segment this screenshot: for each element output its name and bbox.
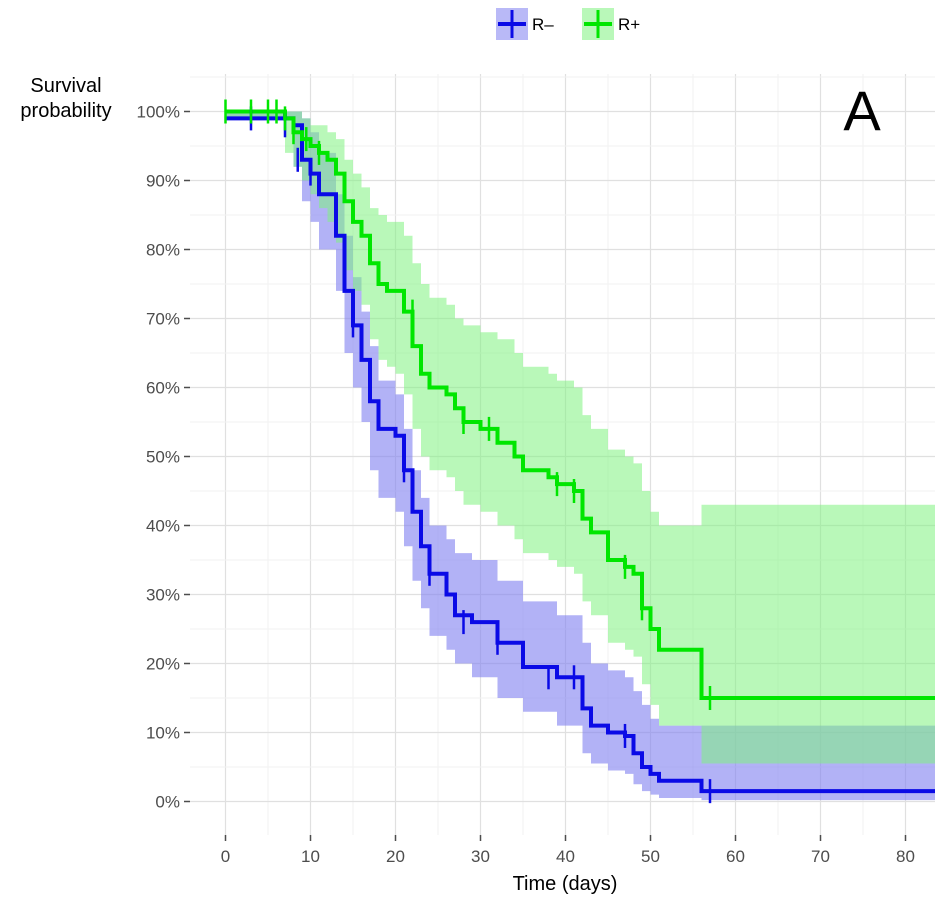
confidence-bands bbox=[225, 111, 935, 801]
x-tick-label: 50 bbox=[641, 847, 660, 866]
x-axis: 0 10 20 30 40 50 60 70 80 bbox=[221, 835, 915, 866]
y-tick-label: 0% bbox=[155, 793, 180, 812]
legend-label-r-plus: R+ bbox=[618, 15, 640, 34]
censor-marks bbox=[224, 99, 712, 804]
x-tick-label: 70 bbox=[811, 847, 830, 866]
x-tick-label: 40 bbox=[556, 847, 575, 866]
y-axis-title-line-2: probability bbox=[20, 100, 111, 122]
survival-curve-r-minus bbox=[225, 116, 935, 794]
x-tick-label: 20 bbox=[386, 847, 405, 866]
x-axis-title: Time (days) bbox=[513, 873, 618, 895]
x-tick-label: 60 bbox=[726, 847, 745, 866]
y-tick-label: 80% bbox=[146, 241, 180, 260]
survival-curves bbox=[225, 109, 935, 794]
x-tick-label: 30 bbox=[471, 847, 490, 866]
y-tick-label: 30% bbox=[146, 586, 180, 605]
x-tick-label: 80 bbox=[896, 847, 915, 866]
y-tick-label: 10% bbox=[146, 724, 180, 743]
survival-curve-r-plus bbox=[225, 109, 935, 700]
y-axis: 0% 10% 20% 30% 40% 50% 60% 70% 80% 90% 100% bbox=[137, 103, 190, 812]
legend-label-r-minus: R– bbox=[532, 15, 554, 34]
y-axis-title-line-1: Survival bbox=[30, 75, 101, 97]
y-tick-label: 50% bbox=[146, 448, 180, 467]
y-tick-label: 60% bbox=[146, 379, 180, 398]
legend: R– R+ bbox=[496, 8, 640, 40]
y-tick-label: 70% bbox=[146, 310, 180, 329]
x-tick-label: 10 bbox=[301, 847, 320, 866]
y-tick-label: 90% bbox=[146, 172, 180, 191]
y-tick-label: 100% bbox=[137, 103, 180, 122]
y-tick-label: 40% bbox=[146, 517, 180, 536]
panel-label: A bbox=[843, 79, 881, 142]
x-tick-label: 0 bbox=[221, 847, 230, 866]
confidence-band-r-plus bbox=[225, 111, 935, 764]
y-tick-label: 20% bbox=[146, 655, 180, 674]
